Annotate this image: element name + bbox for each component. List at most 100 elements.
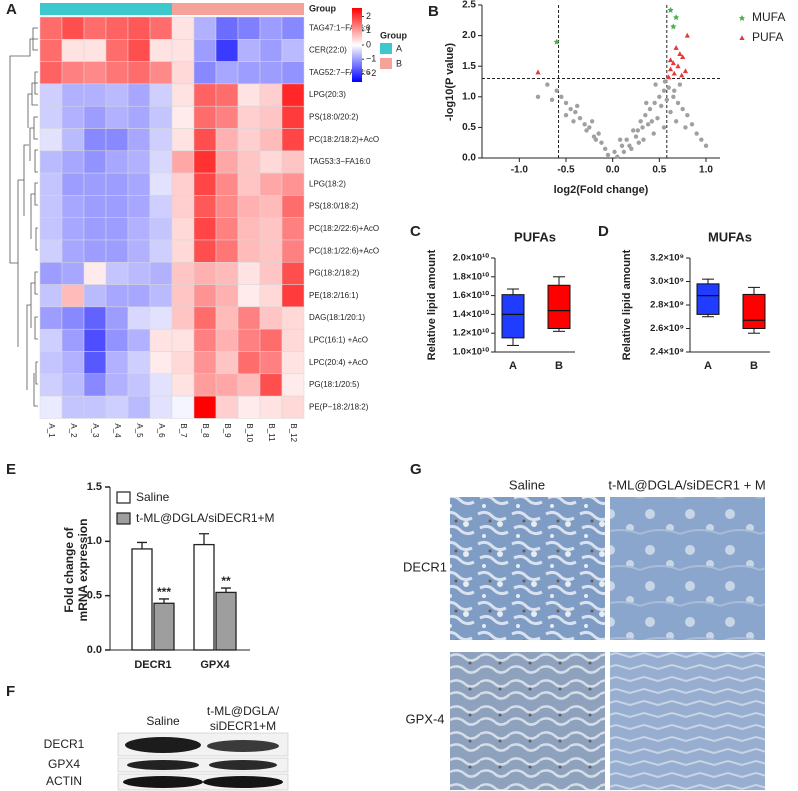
heat-cell bbox=[39, 83, 63, 107]
bar bbox=[193, 543, 215, 651]
box bbox=[696, 283, 720, 315]
y-tick-label: 1.6×10¹⁰ bbox=[453, 290, 489, 301]
point bbox=[667, 66, 674, 72]
heat-cell bbox=[149, 262, 173, 285]
heat-cell bbox=[127, 328, 151, 352]
column-label: B_7 bbox=[179, 423, 188, 438]
point bbox=[680, 54, 686, 60]
blot-column-label: t-ML@DGLA/ bbox=[207, 704, 280, 718]
heat-cell bbox=[193, 172, 217, 196]
point bbox=[668, 109, 673, 115]
heat-cell bbox=[61, 105, 85, 129]
point bbox=[559, 94, 564, 100]
row-label: PC(18:2/18:2)+AcO bbox=[309, 135, 379, 144]
heat-cell bbox=[39, 306, 63, 330]
heat-cell bbox=[281, 328, 305, 352]
ihc-column-label: Saline bbox=[509, 477, 545, 492]
column-label: A_3 bbox=[91, 423, 100, 438]
heat-cell bbox=[127, 239, 151, 263]
heat-cell bbox=[237, 262, 261, 285]
heat-cell bbox=[149, 61, 173, 85]
colorbar-tick-label: −2 bbox=[366, 68, 376, 78]
heat-cell bbox=[105, 61, 129, 85]
y-tick-label: 1.5 bbox=[87, 481, 102, 493]
row-label: PE(P−18:2/18:2) bbox=[309, 402, 369, 411]
heat-cell bbox=[171, 217, 195, 241]
x-tick-label: B bbox=[555, 360, 563, 372]
heat-cell bbox=[39, 105, 63, 129]
heat-cell bbox=[171, 39, 195, 62]
heat-cell bbox=[61, 172, 85, 196]
heat-cell bbox=[259, 373, 283, 397]
heat-cell bbox=[215, 105, 239, 129]
point bbox=[593, 137, 599, 142]
point bbox=[640, 125, 645, 130]
heat-cell bbox=[193, 395, 217, 419]
point bbox=[670, 23, 677, 30]
heat-cell bbox=[259, 306, 283, 330]
heat-cell bbox=[281, 351, 305, 375]
heat-cell bbox=[281, 39, 305, 62]
heat-cell bbox=[215, 217, 239, 241]
heat-cell bbox=[193, 262, 217, 285]
heat-cell bbox=[127, 172, 151, 196]
heat-cell bbox=[149, 105, 173, 129]
point bbox=[631, 128, 636, 133]
heat-cell bbox=[83, 306, 107, 330]
blot-row-label: ACTIN bbox=[46, 774, 82, 788]
heat-cell bbox=[105, 150, 129, 174]
point bbox=[571, 119, 576, 124]
chart-title: PUFAs bbox=[514, 229, 556, 244]
heat-cell bbox=[237, 172, 261, 196]
legend-swatch bbox=[116, 512, 131, 525]
heat-cell bbox=[237, 217, 261, 241]
point bbox=[629, 146, 634, 152]
heat-cell bbox=[39, 195, 63, 218]
point bbox=[638, 119, 643, 124]
row-label: LPC(20:4) +AcO bbox=[309, 358, 368, 367]
y-axis-label: -log10(P value) bbox=[444, 43, 456, 121]
heat-cell bbox=[215, 150, 239, 174]
row-label: DAG(18:1/20:1) bbox=[309, 313, 365, 322]
legend-label: B bbox=[396, 58, 402, 68]
legend-swatch bbox=[116, 491, 131, 504]
heat-cell bbox=[149, 395, 173, 419]
heat-cell bbox=[105, 328, 129, 352]
row-label: LPG(18:2) bbox=[309, 179, 346, 188]
blot-band bbox=[203, 776, 283, 788]
heat-cell bbox=[215, 262, 239, 285]
heat-cell bbox=[171, 373, 195, 397]
axes bbox=[481, 5, 720, 159]
column-label: B_10 bbox=[245, 423, 254, 442]
heat-cell bbox=[61, 306, 85, 330]
heat-cell bbox=[105, 217, 129, 241]
heat-cell bbox=[171, 262, 195, 285]
x-tick-label: B bbox=[750, 360, 758, 372]
heat-cell bbox=[237, 328, 261, 352]
blot-row-label: DECR1 bbox=[44, 737, 85, 751]
point bbox=[670, 60, 676, 66]
heat-cell bbox=[105, 373, 129, 397]
heat-cell bbox=[281, 128, 305, 152]
heat-cell bbox=[61, 351, 85, 375]
y-axis-label: mRNA expression bbox=[76, 519, 90, 622]
point bbox=[675, 63, 681, 69]
heat-cell bbox=[171, 61, 195, 85]
row-label: PC(18:2/22:6)+AcO bbox=[309, 224, 379, 233]
panel-letter: E bbox=[6, 461, 16, 478]
heat-cell bbox=[39, 239, 63, 263]
heat-cell bbox=[193, 306, 217, 330]
heat-cell bbox=[61, 16, 85, 40]
heat-cell bbox=[83, 373, 107, 397]
heat-cell bbox=[83, 284, 107, 308]
x-tick-label: -1.0 bbox=[511, 165, 529, 176]
heat-cell bbox=[61, 128, 85, 152]
heat-cell bbox=[149, 172, 173, 196]
point bbox=[671, 70, 677, 76]
heat-cell bbox=[259, 172, 283, 196]
point bbox=[535, 69, 541, 75]
heat-cell bbox=[127, 262, 151, 285]
heat-cell bbox=[281, 61, 305, 85]
heat-cell bbox=[83, 105, 107, 129]
panel-letter: F bbox=[6, 683, 15, 700]
